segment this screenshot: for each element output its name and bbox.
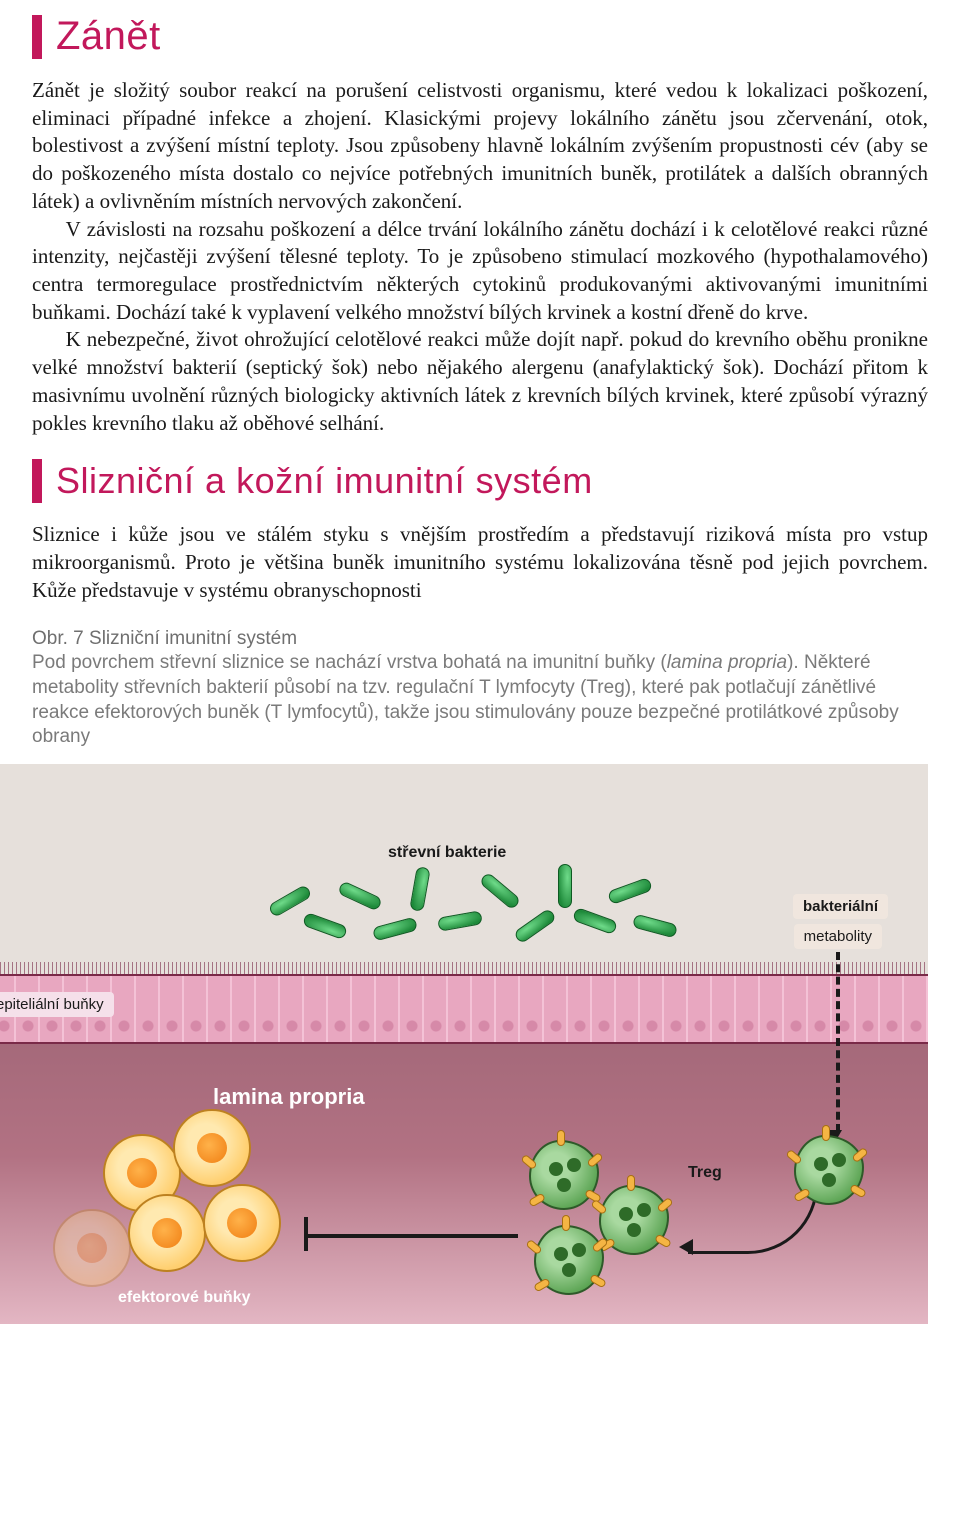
heading-accent-bar xyxy=(32,15,42,59)
para: Sliznice i kůže jsou ve stálém styku s v… xyxy=(32,521,928,604)
section-heading-zanet: Zánět xyxy=(32,14,928,59)
label-lamina-propria: lamina propria xyxy=(213,1084,365,1110)
inhibit-line xyxy=(308,1234,518,1238)
arrow-metabolites-dashed xyxy=(836,952,840,1132)
treg-cell-icon xyxy=(788,1129,870,1211)
label-metabolity: metabolity xyxy=(794,924,882,949)
heading-text: Slizniční a kožní imunitní systém xyxy=(56,460,593,502)
figure-caption-body: Pod povrchem střevní sliznice se nachází… xyxy=(32,652,899,747)
figure-caption-lead: Obr. 7 Slizniční imunitní systém xyxy=(32,628,297,649)
effector-cell-icon xyxy=(53,1209,131,1287)
label-epitelialni-bunky: epiteliální buňky xyxy=(0,992,114,1017)
arrow-treg-head xyxy=(679,1239,693,1255)
heading-text: Zánět xyxy=(56,14,161,59)
effector-cell-icon xyxy=(203,1184,281,1262)
effector-cell-icon xyxy=(173,1109,251,1187)
bacterium-icon xyxy=(558,864,572,908)
heading-accent-bar xyxy=(32,459,42,503)
para: Zánět je složitý soubor reakcí na poruše… xyxy=(32,77,928,216)
para: V závislosti na rozsahu poškození a délc… xyxy=(32,216,928,327)
label-strevni-bakterie: střevní bakterie xyxy=(388,844,506,862)
figure-epithelium-nuclei xyxy=(0,1014,928,1038)
effector-cell-icon xyxy=(128,1194,206,1272)
figure-caption: Obr. 7 Slizniční imunitní systém Pod pov… xyxy=(32,627,928,750)
inhibit-cap xyxy=(304,1217,308,1251)
section-heading-sliznicni: Slizniční a kožní imunitní systém xyxy=(32,459,928,503)
label-efektorove-bunky: efektorové buňky xyxy=(118,1289,250,1307)
treg-cell-icon xyxy=(528,1219,610,1301)
label-treg: Treg xyxy=(688,1164,722,1182)
paragraph-block-1: Zánět je složitý soubor reakcí na poruše… xyxy=(32,77,928,437)
figure-lumen-region xyxy=(0,764,928,974)
figure-mucosal-immune-system: střevní bakterie bakteriální metabolity … xyxy=(0,764,928,1324)
para: K nebezpečné, život ohrožující celotělov… xyxy=(32,326,928,437)
paragraph-block-2: Sliznice i kůže jsou ve stálém styku s v… xyxy=(32,521,928,604)
label-bakterialni: bakteriální xyxy=(793,894,888,919)
